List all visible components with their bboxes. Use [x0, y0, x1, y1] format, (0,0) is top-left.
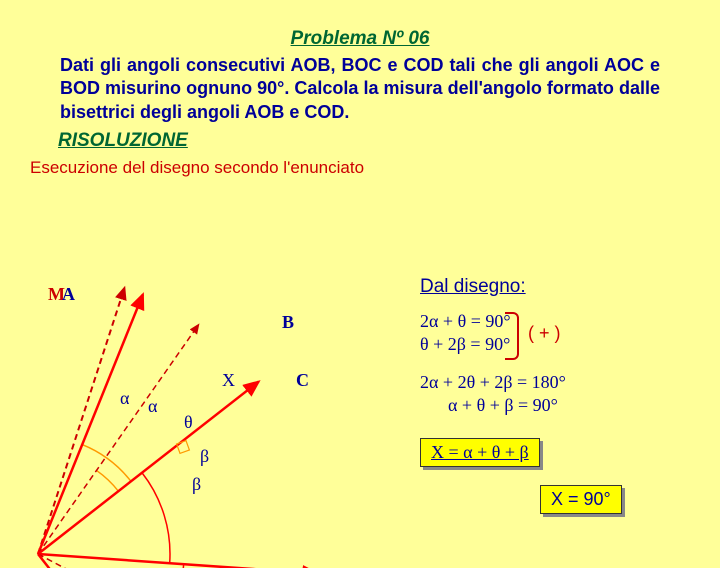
svg-text:A: A: [62, 284, 75, 304]
equation-x-definition: X = α + θ + β: [420, 438, 540, 467]
svg-text:β: β: [200, 446, 209, 466]
svg-text:α: α: [120, 388, 130, 408]
eq2b: α + θ + β = 90°: [448, 395, 558, 415]
eq1b: θ + 2β = 90°: [420, 334, 510, 354]
eq1a: 2α + θ = 90°: [420, 311, 511, 331]
geometry-diagram: MABCXααθββ: [0, 278, 400, 568]
eq2a: 2α + 2θ + 2β = 180°: [420, 372, 566, 392]
svg-text:α: α: [148, 396, 158, 416]
svg-text:β: β: [192, 474, 201, 494]
svg-text:C: C: [296, 370, 309, 390]
svg-text:B: B: [282, 312, 294, 332]
svg-text:X: X: [222, 370, 235, 390]
brace-icon: [505, 312, 519, 360]
esecuzione-text: Esecuzione del disegno secondo l'enuncia…: [30, 158, 720, 178]
problem-title: Problema Nº 06: [0, 28, 720, 50]
final-answer: X = 90°: [540, 485, 622, 514]
equation-system-1: 2α + θ = 90° θ + 2β = 90° ( + ): [420, 310, 710, 357]
equation-sum: 2α + 2θ + 2β = 180° α + θ + β = 90°: [420, 371, 710, 418]
problem-statement: Dati gli angoli consecutivi AOB, BOC e C…: [60, 54, 660, 124]
solution-column: Dal disegno: 2α + θ = 90° θ + 2β = 90° (…: [420, 276, 710, 514]
plus-operation: ( + ): [528, 322, 561, 345]
risoluzione-heading: RISOLUZIONE: [58, 130, 720, 152]
dal-disegno-heading: Dal disegno:: [420, 276, 710, 298]
svg-text:θ: θ: [184, 412, 193, 432]
